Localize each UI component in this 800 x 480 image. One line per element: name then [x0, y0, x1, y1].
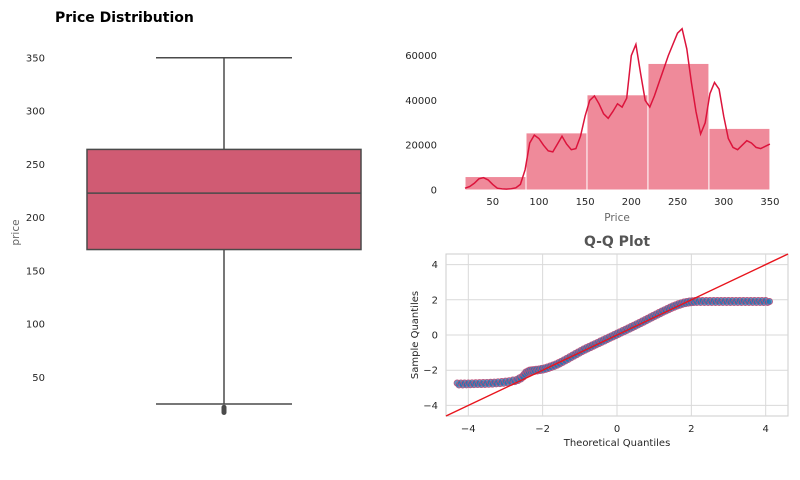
histogram-y-tick-label: 40000 [405, 96, 437, 107]
histogram-x-tick-label: 100 [529, 197, 548, 208]
box-plot-y-ticks: 50 100 150 200 250 300 350 [26, 53, 45, 384]
qq-plot-y-ticks: −4 −2 0 2 4 [423, 260, 438, 412]
histogram-bar [586, 94, 649, 191]
histogram-x-ticks: 50 100 150 200 250 300 350 [486, 197, 779, 208]
box-plot-y-tick-label: 50 [32, 373, 45, 384]
histogram-y-tick-label: 60000 [405, 51, 437, 62]
histogram-panel: 50 100 150 200 250 300 350 0 20000 40000 60000 Pr… [405, 27, 779, 224]
box-plot-title: Price Distribution [55, 10, 194, 26]
histogram-x-tick-label: 150 [576, 197, 595, 208]
histogram-bars [464, 62, 771, 191]
histogram-x-tick-label: 350 [760, 197, 779, 208]
box-plot-y-tick-label: 100 [26, 320, 45, 331]
qq-plot-x-tick-label: −2 [535, 424, 550, 435]
box-plot-y-axis-label: price [10, 219, 22, 245]
box-plot-y-tick-label: 300 [26, 107, 45, 118]
qq-plot-x-tick-label: 0 [614, 424, 620, 435]
histogram-y-tick-label: 20000 [405, 141, 437, 152]
qq-plot-x-tick-label: 4 [763, 424, 769, 435]
qq-plot-x-ticks: −4 −2 0 2 4 [461, 424, 769, 435]
qq-plot-x-axis-label: Theoretical Quantiles [563, 438, 671, 449]
box-plot-y-tick-label: 250 [26, 160, 45, 171]
qq-plot-y-tick-label: −2 [423, 366, 438, 377]
histogram-x-tick-label: 250 [668, 197, 687, 208]
histogram-y-tick-label: 0 [431, 186, 437, 197]
qq-plot-y-tick-label: 2 [432, 295, 438, 306]
histogram-y-ticks: 0 20000 40000 60000 [405, 51, 437, 196]
box-plot-y-tick-label: 350 [26, 53, 45, 64]
box-plot-y-tick-label: 200 [26, 213, 45, 224]
histogram-bar [708, 127, 771, 191]
qq-plot-reference-line [445, 253, 789, 417]
histogram-kde-line [464, 27, 771, 190]
histogram-x-axis-label: Price [604, 212, 630, 224]
qq-plot-y-tick-label: 4 [432, 260, 438, 271]
box-plot-marks [86, 57, 362, 416]
outlier-point [221, 404, 227, 410]
qq-plot-title: Q-Q Plot [584, 234, 650, 250]
histogram-bar [525, 132, 588, 191]
box-plot-panel: Price Distribution price 50 100 150 200 250 3… [10, 10, 362, 416]
histogram-x-tick-label: 50 [486, 197, 499, 208]
qq-plot-y-axis-label: Sample Quantiles [410, 291, 421, 379]
qq-plot-x-tick-label: −4 [461, 424, 476, 435]
qq-plot-y-tick-label: 0 [432, 331, 438, 342]
qq-plot-panel: Q-Q Plot −4 −2 0 2 4 −4 −2 0 2 4 Theoretical Qua… [410, 234, 789, 449]
qq-plot-x-tick-label: 2 [688, 424, 694, 435]
histogram-x-tick-label: 200 [622, 197, 641, 208]
box-plot-y-tick-label: 150 [26, 266, 45, 277]
qq-plot-point [765, 297, 773, 306]
interquartile-box [86, 148, 362, 251]
histogram-x-tick-label: 300 [714, 197, 733, 208]
qq-plot-y-tick-label: −4 [423, 401, 438, 412]
